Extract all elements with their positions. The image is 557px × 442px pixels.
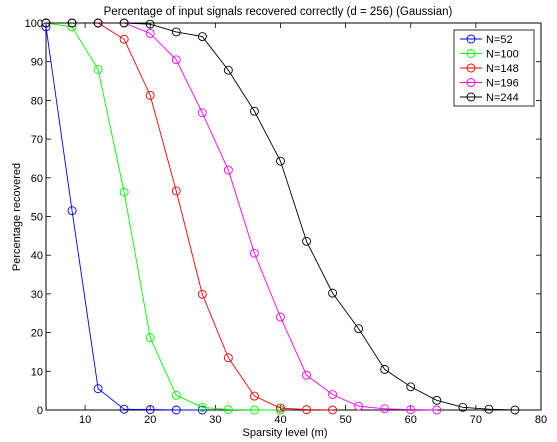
data-point bbox=[328, 405, 338, 415]
data-point bbox=[145, 90, 155, 100]
x-tick-label: 80 bbox=[535, 414, 547, 426]
data-point bbox=[41, 18, 51, 28]
x-tick-label: 30 bbox=[209, 414, 221, 426]
data-point bbox=[197, 32, 207, 41]
x-tick-label: 10 bbox=[79, 414, 91, 426]
data-point bbox=[223, 353, 233, 363]
y-axis-ticks: 0 10 20 30 40 50 60 70 80 90 100 bbox=[25, 18, 541, 417]
series-line bbox=[45, 26, 203, 411]
y-tick-label: 40 bbox=[31, 250, 43, 262]
data-point bbox=[432, 405, 442, 415]
data-point bbox=[249, 391, 259, 401]
data-point bbox=[328, 390, 338, 399]
y-tick-label: 0 bbox=[37, 405, 43, 417]
series-line bbox=[45, 22, 281, 411]
data-point bbox=[354, 401, 364, 411]
legend: N=52 N=100 N=148 N=196 N=244 bbox=[453, 29, 535, 107]
data-point bbox=[119, 34, 129, 44]
data-point bbox=[145, 405, 155, 415]
data-point bbox=[119, 187, 129, 197]
legend-label: N=244 bbox=[486, 92, 519, 104]
data-point bbox=[223, 165, 233, 175]
data-point bbox=[302, 236, 311, 246]
data-point bbox=[145, 333, 155, 343]
legend-item: N=244 bbox=[460, 92, 519, 104]
data-point bbox=[67, 206, 77, 216]
data-point bbox=[302, 405, 311, 415]
legend-item: N=52 bbox=[460, 34, 513, 46]
data-point bbox=[510, 405, 520, 415]
data-point bbox=[93, 384, 103, 394]
data-point bbox=[458, 402, 468, 412]
series-n-244 bbox=[41, 18, 520, 415]
x-tick-label: 70 bbox=[470, 414, 482, 426]
data-point bbox=[276, 156, 285, 166]
data-point bbox=[197, 402, 207, 412]
y-axis-title: Percentage recovered bbox=[11, 163, 23, 271]
data-point bbox=[328, 288, 338, 298]
data-point bbox=[354, 324, 364, 334]
data-point bbox=[171, 27, 181, 37]
x-axis-title: Sparsity level (m) bbox=[243, 427, 328, 439]
y-tick-label: 80 bbox=[31, 95, 43, 107]
data-point bbox=[197, 405, 207, 415]
data-point bbox=[171, 390, 181, 400]
legend-item: N=100 bbox=[460, 49, 519, 61]
series-layer bbox=[41, 18, 520, 415]
y-tick-label: 50 bbox=[31, 212, 43, 224]
data-point bbox=[249, 248, 259, 258]
legend-label: N=100 bbox=[486, 49, 519, 61]
y-tick-label: 70 bbox=[31, 134, 43, 146]
data-point bbox=[276, 312, 285, 322]
data-point bbox=[302, 370, 311, 380]
data-point bbox=[67, 18, 77, 28]
data-point bbox=[145, 28, 155, 38]
data-point bbox=[380, 364, 390, 374]
data-point bbox=[223, 65, 233, 75]
legend-label: N=52 bbox=[486, 34, 513, 46]
data-point bbox=[380, 404, 390, 414]
data-point bbox=[223, 405, 233, 415]
data-point bbox=[432, 395, 442, 405]
y-tick-label: 60 bbox=[31, 173, 43, 185]
chart-title: Percentage of input signals recovered co… bbox=[104, 6, 453, 18]
data-point bbox=[249, 405, 259, 415]
x-tick-label: 20 bbox=[144, 414, 156, 426]
data-point bbox=[119, 404, 129, 414]
series-line bbox=[46, 22, 515, 411]
legend-label: N=148 bbox=[486, 63, 519, 75]
data-point bbox=[197, 108, 207, 118]
legend-item: N=196 bbox=[460, 78, 519, 90]
data-point bbox=[406, 405, 416, 415]
data-point bbox=[93, 64, 103, 74]
data-point bbox=[93, 18, 103, 28]
data-point bbox=[249, 106, 259, 116]
data-point bbox=[145, 19, 155, 29]
x-tick-label: 40 bbox=[274, 414, 286, 426]
legend-marker bbox=[466, 92, 476, 102]
legend-marker bbox=[466, 34, 476, 44]
legend-marker bbox=[466, 63, 476, 73]
data-point bbox=[276, 403, 285, 413]
y-tick-label: 30 bbox=[31, 289, 43, 301]
data-point bbox=[484, 404, 494, 414]
legend-marker bbox=[466, 78, 476, 87]
y-tick-label: 20 bbox=[31, 328, 43, 340]
legend-item: N=148 bbox=[460, 63, 519, 75]
x-tick-label: 60 bbox=[405, 414, 417, 426]
legend-marker bbox=[466, 49, 476, 58]
x-tick-label: 50 bbox=[339, 414, 351, 426]
data-point bbox=[197, 289, 207, 299]
data-point bbox=[171, 186, 181, 196]
y-tick-label: 10 bbox=[31, 366, 43, 378]
y-tick-label: 90 bbox=[31, 57, 43, 69]
data-point bbox=[406, 382, 416, 392]
data-point bbox=[171, 405, 181, 415]
data-point bbox=[119, 18, 129, 28]
y-tick-label: 100 bbox=[25, 18, 43, 30]
data-point bbox=[171, 55, 181, 65]
legend-label: N=196 bbox=[486, 78, 519, 90]
